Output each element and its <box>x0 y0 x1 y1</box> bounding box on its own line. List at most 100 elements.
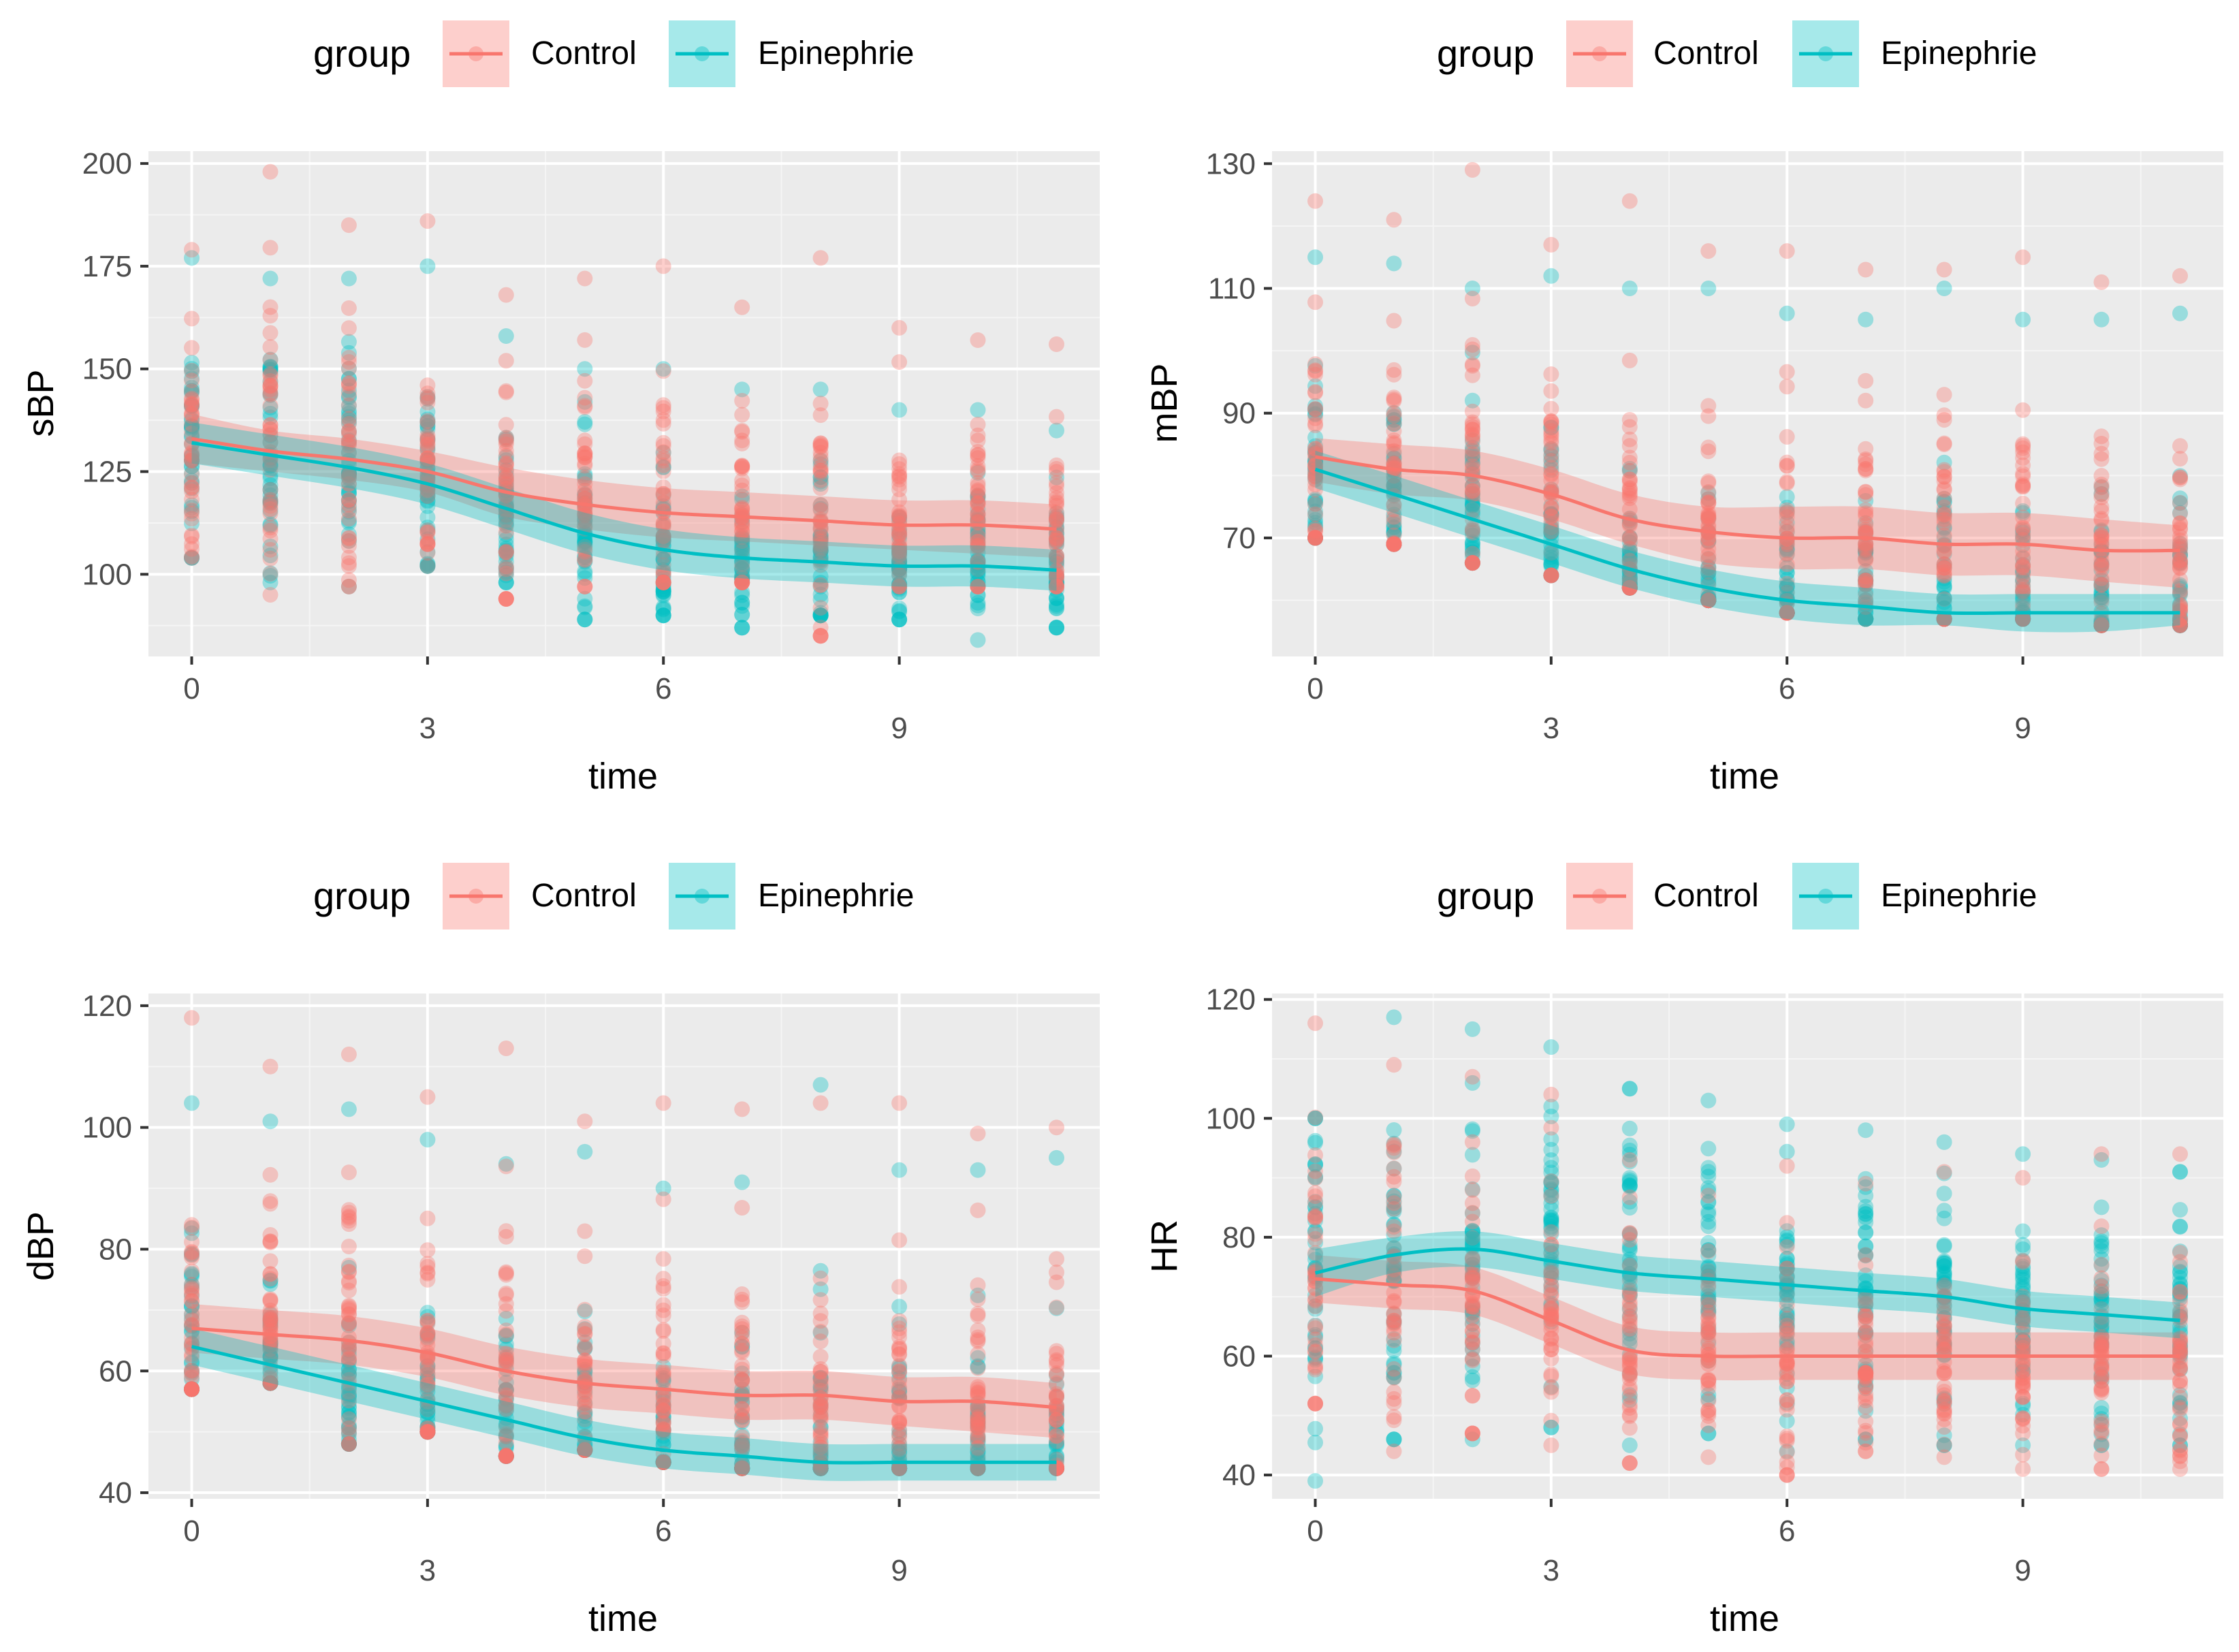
point-control <box>1307 522 1323 539</box>
point-epinephrie <box>340 409 357 425</box>
point-epinephrie <box>1700 485 1717 501</box>
point-epinephrie <box>1049 575 1064 591</box>
point-control <box>577 456 593 472</box>
point-epinephrie <box>1464 555 1480 571</box>
point-epinephrie <box>1936 1254 1952 1271</box>
point-control <box>184 527 200 543</box>
point-epinephrie <box>262 1375 279 1391</box>
point-control <box>419 394 436 411</box>
point-epinephrie <box>812 1077 829 1093</box>
point-control <box>1464 461 1480 477</box>
point-epinephrie <box>262 1375 279 1391</box>
point-epinephrie <box>891 611 908 628</box>
point-control <box>1779 429 1795 445</box>
point-control <box>891 543 908 560</box>
point-epinephrie <box>1543 556 1559 573</box>
point-epinephrie <box>1858 611 1874 627</box>
point-epinephrie <box>1049 590 1064 606</box>
point-epinephrie <box>1386 255 1402 272</box>
point-control <box>2093 611 2110 628</box>
point-epinephrie <box>262 1273 279 1289</box>
point-epinephrie <box>812 531 829 547</box>
point-control <box>498 471 514 487</box>
point-epinephrie <box>184 453 200 469</box>
scatter-points <box>1307 162 2188 633</box>
point-control <box>891 471 908 488</box>
point-epinephrie <box>1700 558 1717 575</box>
point-control <box>1700 243 1717 259</box>
point-epinephrie <box>2093 617 2110 633</box>
point-control <box>2093 617 2110 633</box>
point-control <box>340 217 357 234</box>
point-epinephrie <box>1700 592 1717 609</box>
point-epinephrie <box>1543 567 1559 584</box>
point-epinephrie <box>1700 560 1717 576</box>
point-control <box>1464 521 1480 537</box>
point-epinephrie <box>419 558 436 574</box>
point-control <box>2093 617 2110 633</box>
point-epinephrie <box>2093 614 2110 631</box>
point-control <box>2093 617 2110 633</box>
point-epinephrie <box>1464 281 1480 296</box>
point-control <box>1307 385 1323 401</box>
point-control <box>1543 567 1559 584</box>
point-control <box>1858 524 1874 540</box>
point-control <box>262 421 279 437</box>
point-epinephrie <box>2172 617 2188 633</box>
point-control <box>1700 1417 1717 1433</box>
point-epinephrie <box>340 484 357 501</box>
point-epinephrie <box>262 547 279 564</box>
point-control <box>1779 605 1795 621</box>
point-control <box>1936 1387 1952 1403</box>
point-control <box>2172 471 2188 488</box>
point-control <box>1779 509 1795 525</box>
point-epinephrie <box>262 1334 279 1350</box>
point-epinephrie <box>340 1339 357 1355</box>
legend-dot-control <box>1592 46 1607 61</box>
point-control <box>340 354 357 370</box>
point-epinephrie <box>184 1371 200 1387</box>
point-control <box>1464 337 1480 353</box>
point-epinephrie <box>577 552 593 569</box>
point-control <box>184 362 200 379</box>
point-control <box>1621 474 1638 490</box>
point-epinephrie <box>184 481 200 497</box>
point-epinephrie <box>655 552 671 568</box>
point-epinephrie <box>891 575 908 592</box>
point-epinephrie <box>419 556 436 573</box>
point-control <box>1543 423 1559 439</box>
point-control <box>2172 586 2188 602</box>
point-control <box>2015 402 2031 418</box>
point-epinephrie <box>891 581 908 597</box>
point-epinephrie <box>2015 522 2031 539</box>
point-epinephrie <box>1700 592 1717 609</box>
point-control <box>2093 503 2110 519</box>
point-epinephrie <box>2093 1233 2110 1250</box>
point-control <box>2172 268 2188 284</box>
point-epinephrie <box>734 528 750 544</box>
point-control <box>184 1381 200 1397</box>
point-epinephrie <box>2015 611 2031 627</box>
point-control <box>1621 552 1638 569</box>
point-epinephrie <box>1464 548 1480 565</box>
point-epinephrie <box>262 1312 279 1329</box>
point-epinephrie <box>1621 543 1638 560</box>
point-control <box>340 1273 357 1289</box>
point-control <box>1621 1308 1638 1324</box>
point-control <box>734 556 750 573</box>
point-control <box>340 411 357 427</box>
point-epinephrie <box>1049 582 1064 598</box>
point-epinephrie <box>970 526 986 541</box>
panel-sbp: group Control Epinephrie sBP time 036910… <box>20 20 1100 797</box>
point-control <box>812 462 829 479</box>
point-control <box>1700 511 1717 527</box>
x-tick-label: 3 <box>1543 1554 1559 1587</box>
point-epinephrie <box>262 1349 279 1365</box>
point-control <box>184 1280 200 1296</box>
point-epinephrie <box>184 1381 200 1397</box>
point-control <box>1621 579 1638 596</box>
point-control <box>262 385 279 402</box>
point-control <box>2093 1447 2110 1463</box>
point-epinephrie <box>970 632 986 648</box>
point-epinephrie <box>1779 499 1795 515</box>
